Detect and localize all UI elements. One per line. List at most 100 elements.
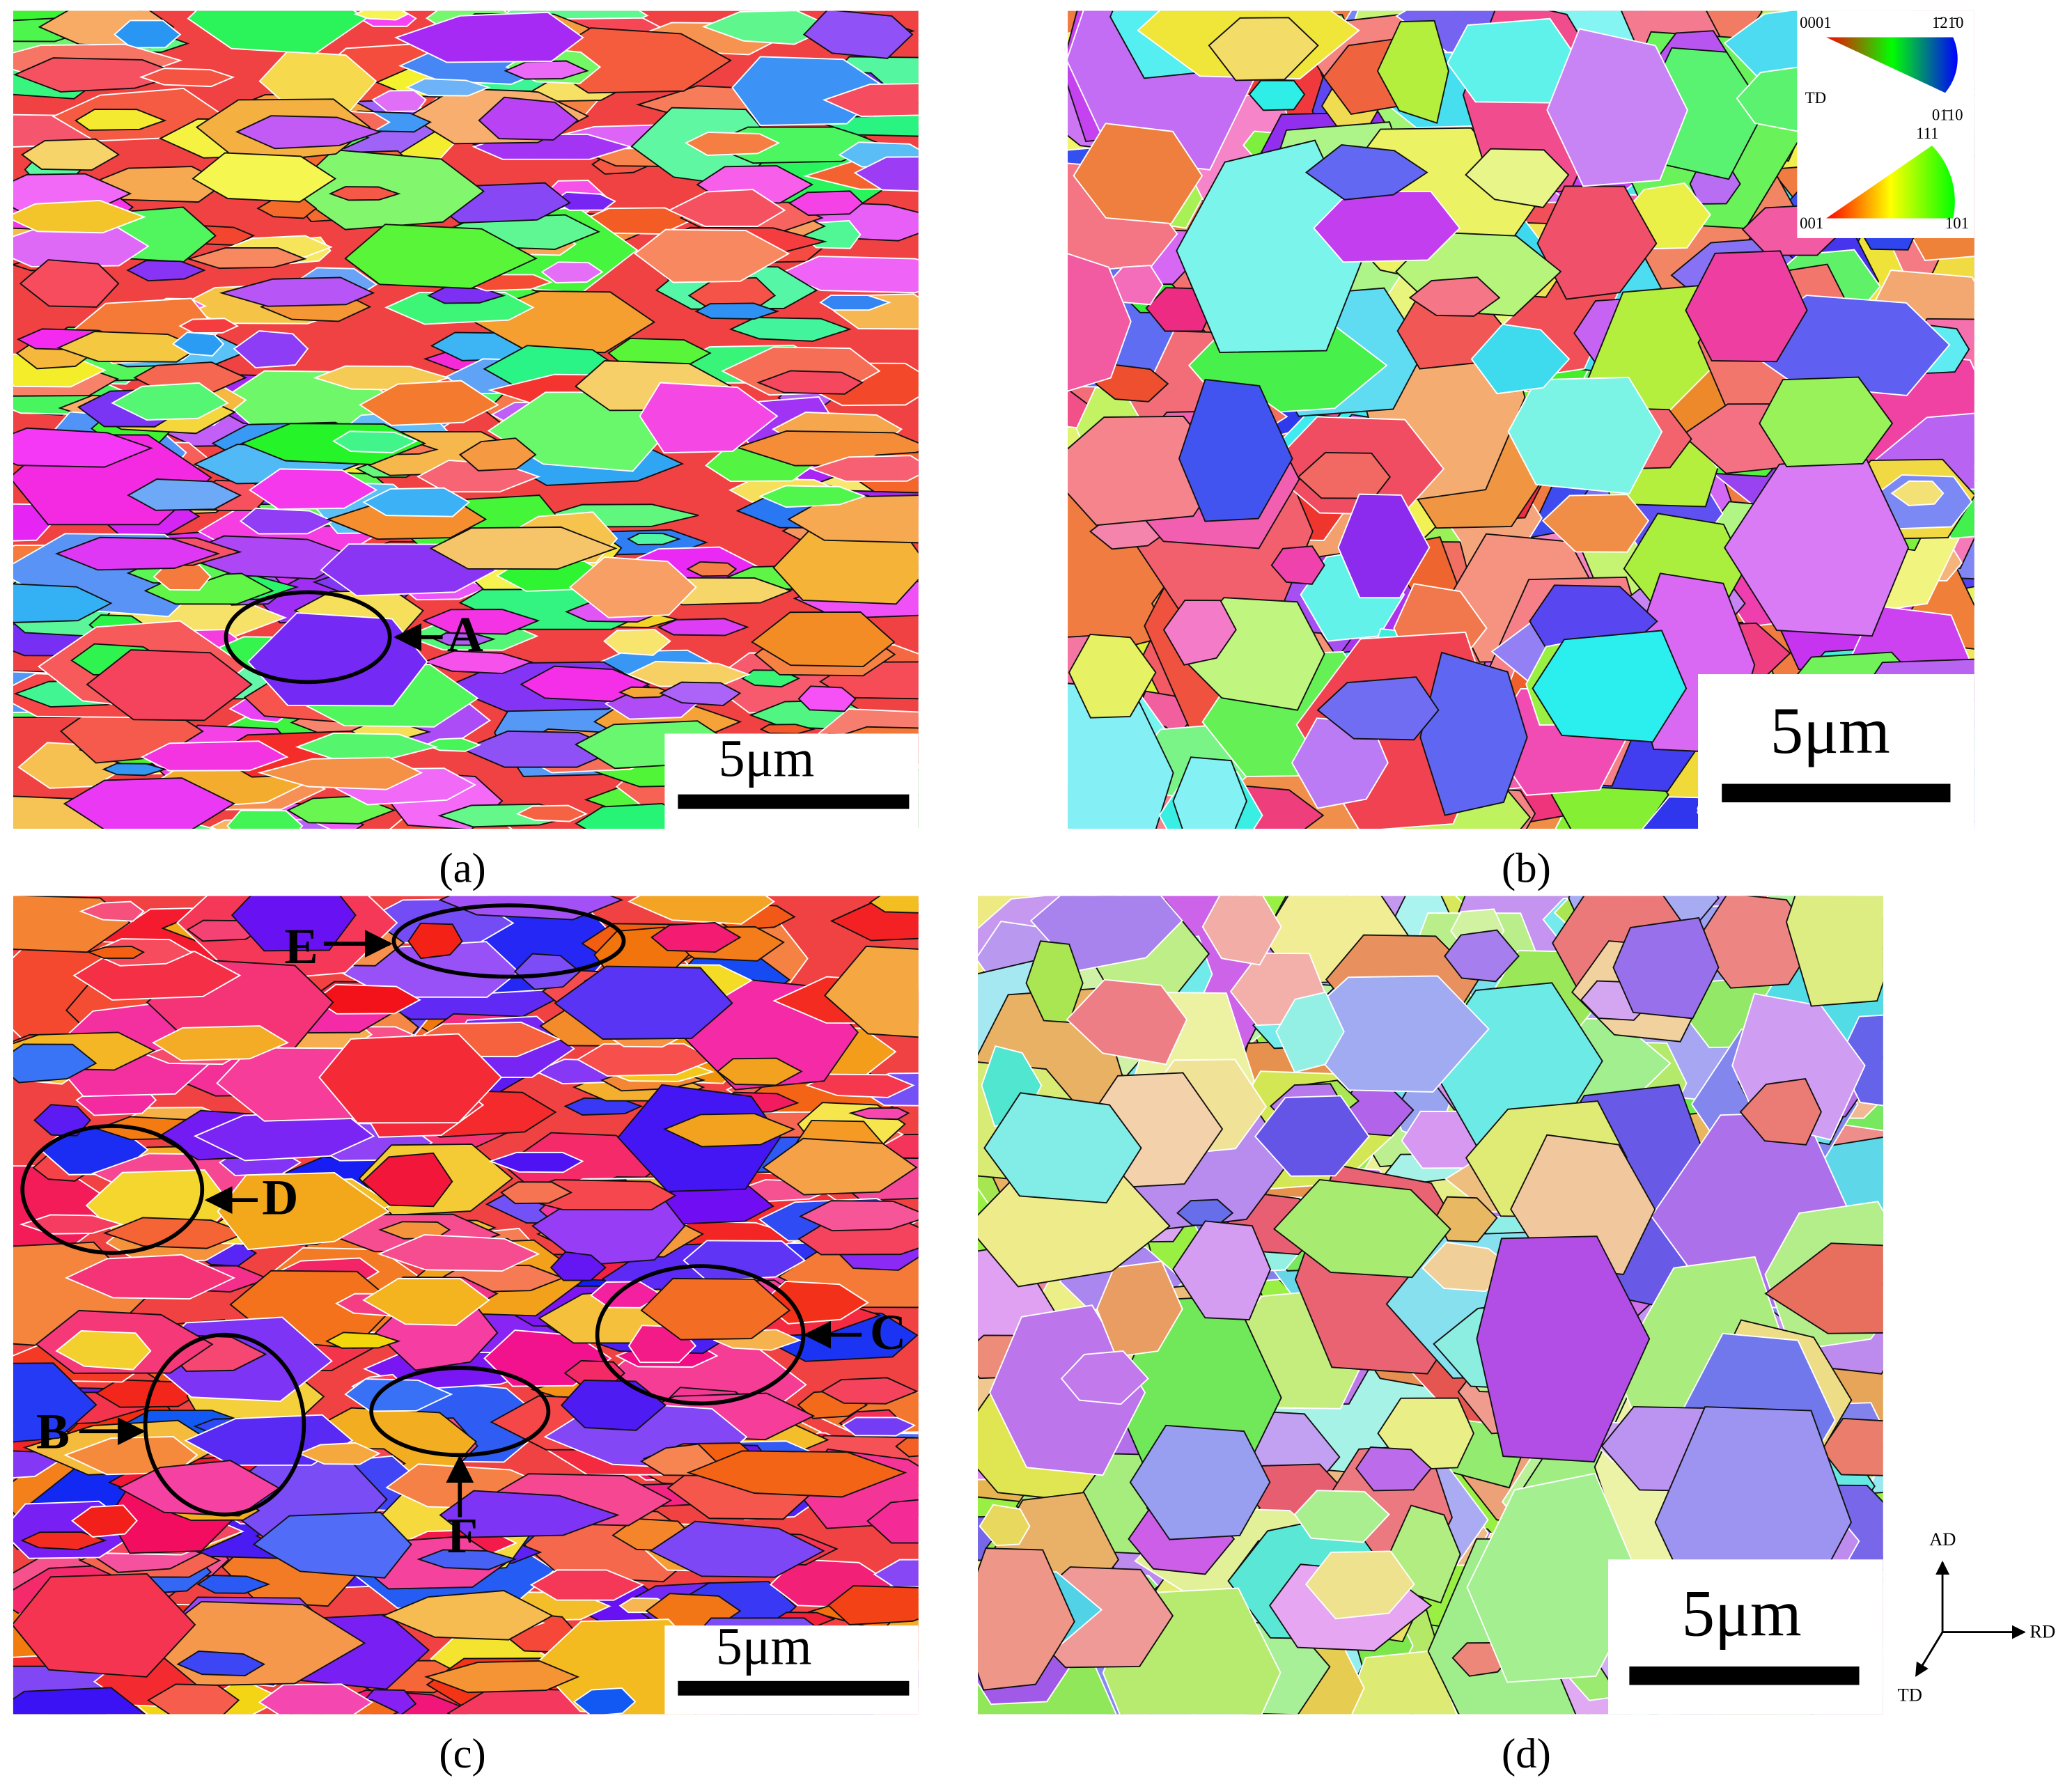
grain [788,190,864,217]
grain [1293,1490,1390,1543]
grain [602,628,671,656]
scale-label: 5μm [716,1617,812,1676]
grain-map [13,10,919,829]
grain [634,228,790,283]
grain [13,1362,98,1443]
grain [515,804,588,822]
grain [102,763,168,777]
grain [729,317,852,342]
grain [13,583,113,623]
grain [1129,1424,1271,1540]
grain [362,487,471,517]
panel-c-overlay [20,903,862,1517]
grain [325,1332,401,1349]
grain [1068,253,1132,392]
grain [628,896,775,925]
axis-arrow [1915,1631,1944,1677]
panel-a-overlay: A 5μm (a) [224,590,919,892]
grain [520,665,651,703]
grain [13,199,146,234]
grain [20,138,120,171]
grain [1066,978,1188,1066]
grain [667,189,786,227]
grain [79,900,145,922]
grain [196,1575,271,1594]
grain [55,1330,152,1371]
legend-text: 101 [1945,214,1969,232]
grain [841,1417,917,1437]
grain [1172,1220,1272,1321]
grain [362,1277,490,1327]
grain [686,561,738,577]
grain [662,1113,796,1148]
grain [1785,896,1883,1007]
legend-text: 111 [1916,125,1938,142]
legend-text: 1̄21̄0 [1932,14,1964,31]
grain [1536,185,1658,300]
grain [114,19,182,49]
grain [1739,1077,1822,1146]
scale-label: 5μm [1682,1576,1802,1650]
grain [649,1520,825,1578]
grain [239,507,335,535]
grain [627,533,681,545]
grain [758,485,867,508]
grain [153,561,212,591]
legend-text: 001 [1800,214,1823,232]
grain [219,276,375,307]
grain [231,896,357,952]
grain [488,1151,584,1173]
scale-bar [1629,1666,1860,1685]
grain [439,1490,620,1538]
grain [381,1590,554,1641]
grain [328,186,401,201]
grain [248,468,378,510]
grain [822,83,919,118]
grain [868,896,919,914]
grain [1201,896,1282,966]
grain [71,1504,138,1538]
grain [572,1687,637,1715]
grain [823,945,919,1038]
grain [63,777,235,829]
scale-bar [678,794,910,809]
grain [873,1559,919,1588]
grain [1476,1235,1651,1463]
grain [1466,1472,1644,1683]
grain [13,1043,98,1084]
scale-box [1608,1559,1883,1715]
grain [1073,123,1204,225]
grain [140,740,289,772]
grain [639,382,779,454]
grain [1254,1095,1370,1177]
grain [529,1569,645,1601]
grain [848,1107,910,1121]
grain [1275,991,1345,1073]
grain [478,96,579,141]
grain [13,427,153,468]
grain [618,686,671,699]
scale-box [664,1625,919,1715]
grain [394,11,584,63]
grain [686,1450,908,1498]
grain [233,330,309,369]
grain [74,108,167,131]
annotation: A [447,607,483,662]
grain [787,494,919,544]
grain [13,825,81,829]
grain [809,455,919,483]
grain [1068,633,1157,719]
grain [384,291,535,325]
grain [187,10,368,54]
grain [1176,139,1367,354]
grain [1208,17,1319,81]
grain [86,945,146,959]
grain [1444,929,1520,983]
grain [416,1549,517,1570]
grain [54,536,221,571]
grain [13,1687,146,1715]
grain [576,1043,716,1077]
grain [820,1377,919,1405]
grain [659,681,742,706]
